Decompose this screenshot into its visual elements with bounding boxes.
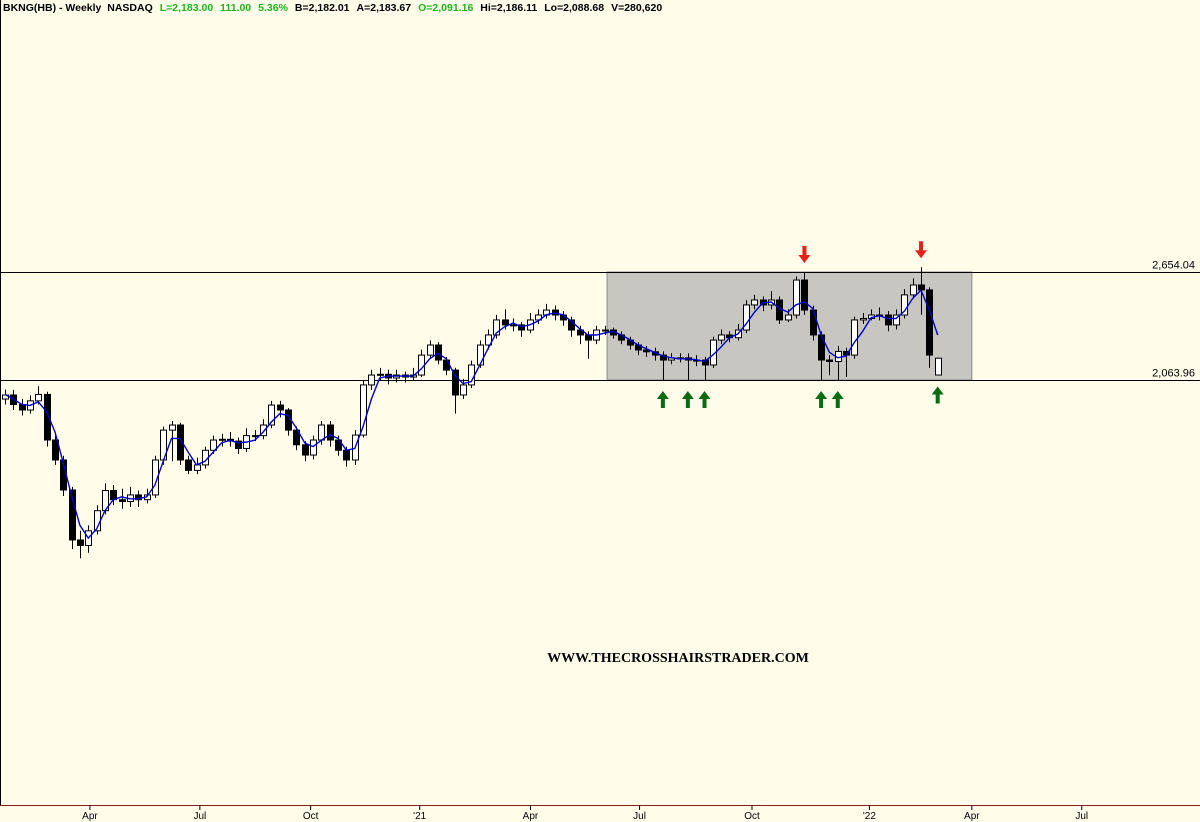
candle-body xyxy=(602,329,609,332)
candle-body xyxy=(518,324,525,331)
x-tick-label: Oct xyxy=(303,811,319,822)
x-tick-label: '21 xyxy=(413,811,426,822)
buy-arrow xyxy=(831,390,844,408)
candle-body xyxy=(801,279,808,311)
sell-arrow xyxy=(915,241,928,259)
candle-body xyxy=(810,309,817,336)
candle-body xyxy=(910,284,917,296)
candle-body xyxy=(510,324,517,327)
candle-body xyxy=(135,494,142,501)
low: Lo=2,088.68 xyxy=(544,2,605,14)
candle-body xyxy=(35,393,42,402)
candle-body xyxy=(901,294,908,316)
change-pct: 5.36% xyxy=(258,2,288,14)
candle-body xyxy=(935,357,942,376)
candle-body xyxy=(343,449,350,461)
candle-body xyxy=(69,489,76,541)
candle-body xyxy=(477,344,484,366)
x-tick-label: Apr xyxy=(82,811,98,822)
candle-body xyxy=(52,439,59,461)
candle-body xyxy=(368,374,375,386)
candle-body xyxy=(743,304,750,331)
sell-arrow xyxy=(798,245,811,263)
range-box xyxy=(606,271,973,381)
candle-body xyxy=(485,334,492,346)
x-tick-label: Apr xyxy=(523,811,539,822)
candle-body xyxy=(318,424,325,441)
x-tick-label: Apr xyxy=(964,811,980,822)
volume: V=280,620 xyxy=(611,2,663,14)
candle-body xyxy=(360,384,367,436)
candle-body xyxy=(793,279,800,316)
candle-body xyxy=(377,373,384,376)
buy-arrow xyxy=(681,390,694,408)
buy-arrow xyxy=(656,390,669,408)
candle-body xyxy=(893,314,900,326)
candle-body xyxy=(435,344,442,361)
candle-body xyxy=(502,319,509,326)
level-label: 2,063.96 xyxy=(1152,368,1195,380)
candle-body xyxy=(185,459,192,471)
moving-average xyxy=(4,288,939,540)
candle-body xyxy=(427,344,434,356)
x-tick-label: Jul xyxy=(193,811,206,822)
buy-arrow xyxy=(931,386,944,404)
candle-body xyxy=(277,404,284,411)
candle-body xyxy=(293,429,300,446)
candle-body xyxy=(443,359,450,371)
candle-body xyxy=(751,299,758,306)
candle-body xyxy=(119,499,126,503)
candle-body xyxy=(219,438,226,441)
x-tick-label: Jul xyxy=(633,811,646,822)
candle-body xyxy=(194,464,201,471)
watermark: WWW.THECROSSHAIRSTRADER.COM xyxy=(547,651,809,666)
buy-arrow xyxy=(815,390,828,408)
candle-body xyxy=(885,314,892,326)
candle-body xyxy=(926,289,933,356)
candle-body xyxy=(660,354,667,361)
candle-body xyxy=(177,424,184,461)
candle-body xyxy=(860,317,867,321)
candle-body xyxy=(252,435,259,438)
ask: A=2,183.67 xyxy=(356,2,412,14)
candle-body xyxy=(918,284,925,291)
candle-body xyxy=(235,440,242,449)
last: L=2,183.00 xyxy=(159,2,214,14)
candle-body xyxy=(152,459,159,496)
candle-body xyxy=(460,384,467,396)
candle-body xyxy=(585,334,592,341)
candle-body xyxy=(169,424,176,431)
candle-body xyxy=(452,369,459,396)
candle-body xyxy=(710,339,717,366)
header: BKNG(HB) - Weekly NASDAQ L=2,183.00 111.00… xyxy=(3,2,669,14)
candle-body xyxy=(268,404,275,426)
change: 111.00 xyxy=(220,2,252,14)
candle-body xyxy=(785,314,792,321)
symbol: BKNG(HB) - Weekly NASDAQ xyxy=(3,2,153,14)
candle-body xyxy=(302,444,309,456)
x-tick-label: '22 xyxy=(863,811,876,822)
candle-body xyxy=(718,334,725,341)
candle-body xyxy=(210,439,217,451)
open: O=2,091.16 xyxy=(418,2,474,14)
candle-body xyxy=(260,424,267,437)
candle-body xyxy=(310,439,317,456)
candle-body xyxy=(826,359,833,362)
x-tick-label: Jul xyxy=(1075,811,1088,822)
candle-body xyxy=(44,393,51,441)
buy-arrow xyxy=(698,390,711,408)
high: Hi=2,186.11 xyxy=(480,2,538,14)
candle-body xyxy=(851,319,858,356)
x-tick-label: Oct xyxy=(744,811,760,822)
candle-body xyxy=(77,539,84,546)
candle-body xyxy=(327,424,334,441)
level-label: 2,654.04 xyxy=(1152,260,1195,272)
bid: B=2,182.01 xyxy=(294,2,350,14)
candle-body xyxy=(493,319,500,336)
